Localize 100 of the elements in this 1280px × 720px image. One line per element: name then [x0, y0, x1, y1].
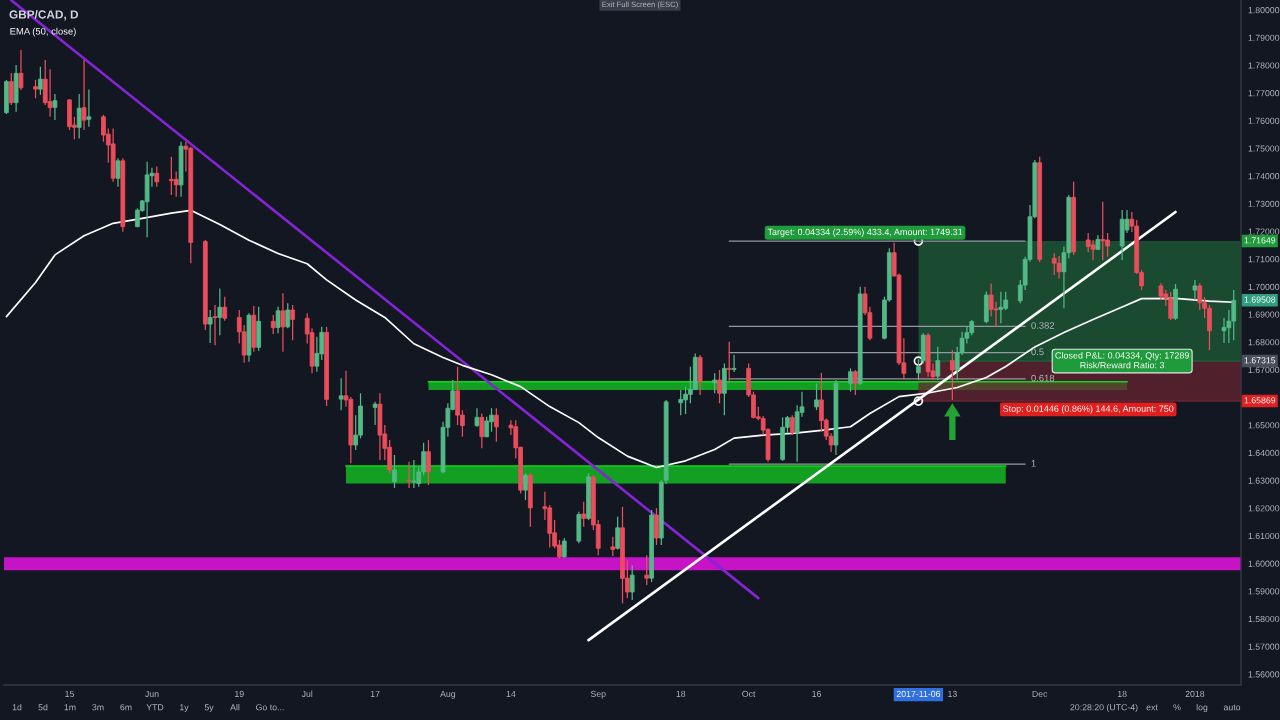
text: 5y [204, 704, 214, 713]
x-tick-label: 14 [506, 690, 516, 697]
candlestick [935, 346, 941, 381]
candlestick [1056, 255, 1062, 280]
y-tick-label: 1.77000 [1248, 90, 1280, 97]
text: auto [1223, 704, 1241, 711]
candlestick [731, 354, 737, 373]
x-tick-label: 15 [65, 690, 74, 697]
candlestick [1192, 279, 1198, 301]
candlestick [523, 472, 528, 501]
candlestick [275, 306, 281, 334]
candlestick [615, 516, 621, 551]
candlestick [814, 382, 819, 411]
y-tick-label: 1.72000 [1248, 228, 1280, 235]
candlestick [406, 461, 412, 489]
candlestick [479, 412, 485, 449]
y-tick-label: 1.78000 [1248, 62, 1280, 69]
candlestick [561, 537, 567, 559]
candlestick [678, 389, 684, 416]
text: YTD [146, 704, 164, 711]
candlestick [314, 336, 320, 373]
candlestick [629, 564, 635, 601]
x-tick-label: Dec [1032, 690, 1048, 697]
candlestick [212, 304, 218, 346]
candlestick [222, 296, 228, 322]
text: ext [1146, 704, 1158, 711]
annotation: Target: 0.04334 (2.59%) 433.4, Amount: 1749.31 [767, 228, 963, 237]
x-tick-label: Jul [301, 690, 313, 697]
annotation: 0.382 [1031, 322, 1055, 329]
candlestick [173, 170, 179, 198]
candlestick [1051, 252, 1057, 276]
candlestick [33, 79, 38, 99]
x-tick-label: 2018 [1185, 690, 1205, 697]
y-tick-label: 1.64000 [1248, 449, 1280, 457]
text: 5d [38, 703, 48, 711]
annotation: 1.65869 [1244, 397, 1276, 404]
candlestick [8, 72, 14, 106]
text: % [1173, 704, 1181, 711]
x-tick-label: 18 [676, 690, 686, 697]
text: 1d [12, 703, 22, 711]
candlestick [426, 439, 431, 486]
candlestick [1197, 282, 1203, 311]
text: Go to... [256, 704, 284, 711]
y-tick-label: 1.75000 [1248, 145, 1280, 152]
candlestick [154, 165, 160, 188]
candlestick [494, 407, 499, 443]
y-tick-label: 1.69000 [1248, 311, 1280, 318]
candlestick [789, 414, 795, 436]
text: 1m [64, 704, 76, 711]
candlestick [169, 156, 174, 196]
candlestick [52, 93, 58, 121]
y-tick-label: 1.80000 [1248, 7, 1280, 14]
y-tick-label: 1.76000 [1248, 117, 1280, 124]
candlestick [81, 59, 87, 131]
y-tick-label: 1.59000 [1248, 588, 1280, 595]
candlestick [712, 372, 718, 394]
candlestick [86, 88, 92, 128]
x-tick-label: 17 [370, 690, 380, 697]
y-tick-label: 1.63000 [1248, 477, 1280, 484]
annotation: Stop: 0.01446 (0.86%) 144.6, Amount: 750 [1003, 405, 1174, 414]
candlestick [38, 66, 43, 96]
y-tick-label: 1.71000 [1248, 256, 1280, 263]
annotation: Closed P&L: 0.04334, Qty: 17289 Risk/Reward Ratio: 3 [1055, 351, 1189, 369]
candlestick [338, 377, 344, 411]
candlestick [207, 309, 213, 344]
text: 6m [120, 704, 132, 711]
y-tick-label: 1.60000 [1248, 560, 1280, 567]
candlestick [392, 454, 397, 489]
candlestick [285, 302, 291, 329]
text: 3m [92, 704, 104, 711]
candlestick [654, 507, 659, 546]
y-tick-label: 1.67000 [1248, 366, 1280, 374]
x-tick-label: 19 [235, 690, 244, 697]
candlestick [217, 287, 223, 336]
y-tick-label: 1.61000 [1248, 532, 1280, 540]
text: All [230, 703, 240, 711]
candlestick [717, 369, 722, 404]
candlestick [726, 341, 732, 383]
x-tick-label: Sep [590, 690, 606, 699]
candlestick [950, 349, 955, 401]
text: 1y [180, 704, 189, 713]
annotation: 1.69508 [1244, 296, 1276, 303]
y-tick-label: 1.65000 [1248, 422, 1280, 429]
y-tick-label: 1.68000 [1248, 339, 1280, 346]
candlestick [115, 157, 121, 188]
candlestick [852, 369, 858, 396]
candlestick [848, 367, 853, 393]
candlestick [76, 93, 82, 140]
x-tick-label: 13 [948, 690, 957, 697]
y-tick-label: 1.58000 [1248, 615, 1280, 623]
candlestick [1100, 201, 1106, 261]
annotation: 0.5 [1031, 348, 1044, 356]
annotation: 1 [1031, 460, 1036, 467]
candlestick [474, 407, 480, 428]
y-tick-label: 1.70000 [1248, 283, 1280, 290]
text: EMA (50, close) [10, 27, 76, 37]
annotation: 1.67315 [1244, 357, 1276, 364]
candlestick [290, 304, 295, 341]
y-tick-label: 1.73000 [1248, 200, 1280, 207]
annotation: 1.71649 [1244, 237, 1276, 244]
